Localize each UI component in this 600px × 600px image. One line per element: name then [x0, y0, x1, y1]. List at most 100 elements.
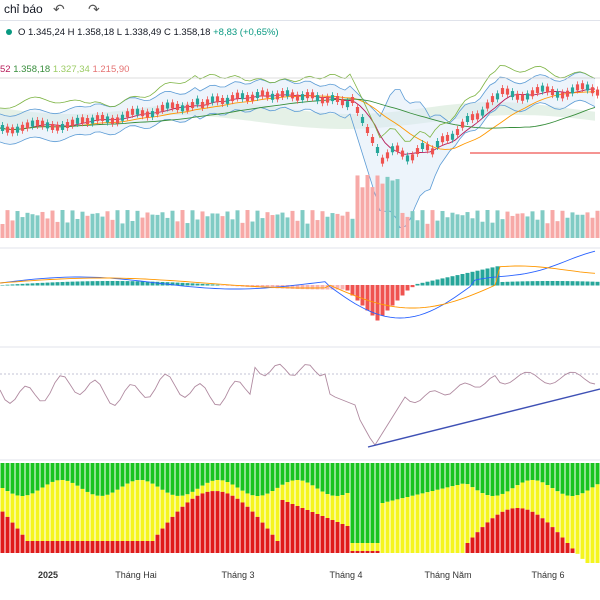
- heatmap-yellow: [555, 491, 560, 533]
- volume-bar: [510, 215, 515, 238]
- heatmap-red: [495, 514, 500, 553]
- indicators-button[interactable]: chỉ báo: [4, 2, 43, 16]
- heatmap-yellow: [595, 484, 600, 563]
- candle-body: [580, 83, 585, 90]
- heatmap-red: [115, 541, 120, 553]
- bollinger-upper: [0, 71, 596, 124]
- heatmap-green: [60, 463, 65, 481]
- volume-bar: [370, 187, 375, 238]
- volume-bar: [460, 215, 465, 238]
- candle-body: [385, 152, 390, 159]
- volume-bar: [570, 212, 575, 238]
- candle-body: [310, 92, 315, 99]
- heatmap-yellow: [240, 490, 245, 503]
- chart-canvas[interactable]: [0, 0, 600, 563]
- heatmap-yellow: [260, 495, 265, 523]
- heatmap-red: [300, 508, 305, 553]
- macd-histogram-bar: [465, 272, 470, 286]
- heatmap-green: [480, 463, 485, 494]
- heatmap-yellow: [255, 495, 260, 517]
- macd-histogram-bar: [515, 281, 520, 286]
- candle-body: [10, 127, 15, 134]
- heatmap-green: [570, 463, 575, 496]
- heatmap-green: [355, 463, 360, 543]
- volume-bar: [380, 183, 385, 238]
- chikou-line: [0, 65, 596, 142]
- heatmap-red: [325, 518, 330, 553]
- heatmap-yellow: [265, 493, 270, 529]
- volume-bar: [440, 210, 445, 238]
- time-axis[interactable]: 2025 Tháng Hai Tháng 3 Tháng 4 Tháng Năm…: [0, 563, 600, 600]
- volume-bar: [335, 213, 340, 238]
- ma-value-2: 1.358,18: [13, 64, 51, 75]
- heatmap-yellow: [90, 494, 95, 541]
- heatmap-red: [535, 514, 540, 553]
- heatmap-yellow: [205, 482, 210, 492]
- heatmap-green: [235, 463, 240, 488]
- heatmap-red: [110, 541, 115, 553]
- heatmap-green: [275, 463, 280, 488]
- candle-body: [410, 154, 415, 161]
- undo-icon[interactable]: ↶: [53, 1, 65, 17]
- heatmap-yellow: [310, 485, 315, 512]
- macd-histogram-bar: [225, 285, 230, 286]
- heatmap-green: [350, 463, 355, 543]
- macd-histogram-bar: [390, 285, 395, 306]
- heatmap-green: [305, 463, 310, 483]
- volume-bar: [330, 213, 335, 238]
- heatmap-yellow: [170, 494, 175, 517]
- heatmap-red: [260, 522, 265, 553]
- heatmap-green: [240, 463, 245, 491]
- candle-body: [575, 84, 580, 91]
- macd-histogram-bar: [100, 281, 105, 286]
- heatmap-red: [250, 511, 255, 553]
- heatmap-red: [230, 495, 235, 553]
- heatmap-yellow: [500, 493, 505, 512]
- heatmap-yellow: [180, 495, 185, 507]
- macd-histogram-bar: [590, 281, 595, 286]
- macd-histogram-bar: [30, 283, 35, 286]
- heatmap-green: [290, 463, 295, 481]
- heatmap-yellow: [585, 490, 590, 563]
- macd-histogram-bar: [570, 281, 575, 286]
- volume-bar: [255, 210, 260, 238]
- heatmap-green: [555, 463, 560, 492]
- heatmap-red: [30, 541, 35, 553]
- volume-bar: [20, 217, 25, 238]
- heatmap-red: [310, 512, 315, 553]
- volume-bar: [410, 211, 415, 238]
- volume-bar: [470, 218, 475, 238]
- heatmap-yellow: [560, 493, 565, 538]
- heatmap-red: [225, 493, 230, 553]
- heatmap-yellow: [10, 493, 15, 523]
- candle-body: [390, 146, 395, 153]
- heatmap-yellow: [20, 495, 25, 535]
- volume-bar: [505, 211, 510, 238]
- heatmap-yellow: [0, 488, 5, 512]
- candle-body: [195, 98, 200, 105]
- macd-histogram-bar: [5, 284, 10, 286]
- candle-body: [420, 143, 425, 150]
- volume-bar: [40, 211, 45, 238]
- heatmap-yellow: [135, 480, 140, 541]
- volume-bar: [400, 212, 405, 238]
- heatmap-yellow: [270, 491, 275, 535]
- heatmap-yellow: [190, 491, 195, 499]
- heatmap-green: [205, 463, 210, 483]
- macd-histogram-bar: [170, 282, 175, 286]
- candle-body: [585, 84, 590, 91]
- heatmap-red: [145, 541, 150, 553]
- volume-bar: [225, 211, 230, 238]
- redo-icon[interactable]: ↷: [88, 1, 100, 17]
- macd-histogram-bar: [40, 282, 45, 286]
- heatmap-green: [105, 463, 110, 495]
- volume-bar: [295, 220, 300, 238]
- heatmap-red: [160, 528, 165, 553]
- x-label-mar: Tháng 3: [221, 570, 255, 580]
- heatmap-red: [100, 541, 105, 553]
- macd-histogram-bar: [155, 281, 160, 286]
- macd-histogram-bar: [595, 281, 600, 286]
- volume-bar: [445, 217, 450, 238]
- open-value: O 1.345,24: [18, 27, 66, 38]
- heatmap-yellow: [200, 485, 205, 494]
